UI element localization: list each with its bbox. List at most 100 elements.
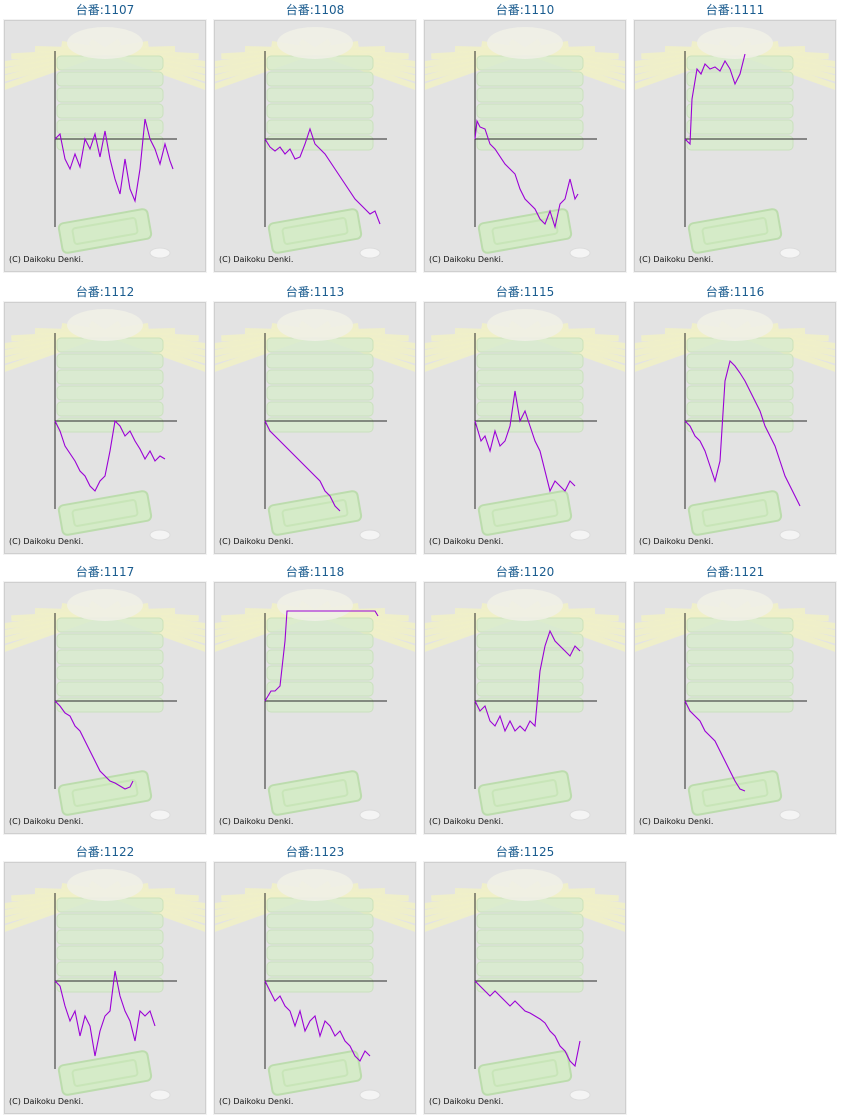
- payout-graph-svg: [635, 583, 835, 833]
- decorative-tray: [266, 119, 374, 135]
- decorative-tray: [686, 87, 794, 103]
- payout-line: [54, 970, 156, 1057]
- decorative-tray: [476, 665, 584, 681]
- decorative-tray: [56, 369, 164, 385]
- decorative-tray: [476, 87, 584, 103]
- payout-line: [264, 980, 371, 1062]
- machine-title-link[interactable]: 台番:1117: [75, 565, 135, 579]
- machine-card: 台番:1122 (C) Daikoku Denki.: [0, 842, 210, 1118]
- decorative-tray: [56, 681, 164, 697]
- decorative-tray: [266, 697, 374, 713]
- machine-title-link[interactable]: 台番:1111: [705, 3, 765, 17]
- payout-graph[interactable]: (C) Daikoku Denki.: [424, 862, 626, 1114]
- machine-title-link[interactable]: 台番:1112: [75, 285, 135, 299]
- machine-title-link[interactable]: 台番:1118: [285, 565, 345, 579]
- machine-title-link[interactable]: 台番:1110: [495, 3, 555, 17]
- payout-line: [474, 390, 576, 493]
- machine-title-link[interactable]: 台番:1125: [495, 845, 555, 859]
- payout-graph-svg: [215, 583, 415, 833]
- decorative-tray: [476, 977, 584, 993]
- copyright-text: (C) Daikoku Denki.: [429, 817, 504, 826]
- payout-graph[interactable]: (C) Daikoku Denki.: [214, 862, 416, 1114]
- payout-graph[interactable]: (C) Daikoku Denki.: [4, 582, 206, 834]
- decorative-tray: [686, 633, 794, 649]
- decorative-blob: [67, 309, 143, 341]
- decorative-tray: [56, 87, 164, 103]
- payout-graph-svg: [635, 303, 835, 553]
- payout-graph-svg: [215, 21, 415, 271]
- decorative-tray: [476, 119, 584, 135]
- decorative-bottom-tray: [687, 770, 783, 816]
- decorative-tray: [56, 103, 164, 119]
- machine-title-link[interactable]: 台番:1115: [495, 285, 555, 299]
- machine-title-link[interactable]: 台番:1122: [75, 845, 135, 859]
- decorative-tray: [686, 353, 794, 369]
- payout-graph[interactable]: (C) Daikoku Denki.: [634, 20, 836, 272]
- decorative-tray: [56, 135, 164, 151]
- payout-graph-svg: [635, 21, 835, 271]
- decorative-coin: [779, 809, 801, 821]
- payout-graph[interactable]: (C) Daikoku Denki.: [424, 20, 626, 272]
- payout-line: [264, 127, 381, 225]
- machine-card: 台番:1113 (C) Daikoku Denki.: [210, 282, 420, 558]
- payout-line: [474, 629, 581, 733]
- payout-graph[interactable]: (C) Daikoku Denki.: [4, 302, 206, 554]
- machine-title-link[interactable]: 台番:1108: [285, 3, 345, 17]
- payout-graph[interactable]: (C) Daikoku Denki.: [634, 582, 836, 834]
- decorative-tray: [476, 945, 584, 961]
- copyright-text: (C) Daikoku Denki.: [9, 817, 84, 826]
- copyright-text: (C) Daikoku Denki.: [639, 255, 714, 264]
- payout-graph-svg: [215, 863, 415, 1113]
- decorative-tray: [476, 103, 584, 119]
- decorative-tray: [266, 87, 374, 103]
- decorative-tray: [686, 417, 794, 433]
- decorative-bottom-tray: [267, 1050, 363, 1096]
- payout-graph[interactable]: (C) Daikoku Denki.: [214, 302, 416, 554]
- decorative-tray: [476, 353, 584, 369]
- machine-title-link[interactable]: 台番:1116: [705, 285, 765, 299]
- payout-graph-svg: [5, 863, 205, 1113]
- payout-graph[interactable]: (C) Daikoku Denki.: [214, 20, 416, 272]
- payout-line: [474, 980, 581, 1068]
- decorative-coin: [149, 1089, 171, 1101]
- decorative-bottom-tray: [267, 208, 363, 254]
- decorative-tray: [266, 681, 374, 697]
- decorative-tray: [266, 977, 374, 993]
- payout-line: [684, 359, 801, 507]
- machine-title-link[interactable]: 台番:1113: [285, 285, 345, 299]
- decorative-bottom-tray: [477, 208, 573, 254]
- decorative-tray: [56, 977, 164, 993]
- decorative-tray: [686, 649, 794, 665]
- payout-graph[interactable]: (C) Daikoku Denki.: [424, 302, 626, 554]
- decorative-blob: [67, 869, 143, 901]
- payout-graph[interactable]: (C) Daikoku Denki.: [4, 20, 206, 272]
- decorative-tray: [56, 71, 164, 87]
- payout-graph-svg: [425, 583, 625, 833]
- decorative-tray: [686, 385, 794, 401]
- payout-graph[interactable]: (C) Daikoku Denki.: [4, 862, 206, 1114]
- decorative-coin: [779, 247, 801, 259]
- copyright-text: (C) Daikoku Denki.: [429, 1097, 504, 1106]
- decorative-blob: [277, 27, 353, 59]
- payout-graph-svg: [215, 303, 415, 553]
- decorative-blob: [487, 309, 563, 341]
- decorative-tray: [266, 633, 374, 649]
- machine-card: 台番:1115 (C) Daikoku Denki.: [420, 282, 630, 558]
- copyright-text: (C) Daikoku Denki.: [219, 255, 294, 264]
- decorative-coin: [149, 247, 171, 259]
- decorative-blob: [487, 27, 563, 59]
- machine-title-link[interactable]: 台番:1123: [285, 845, 345, 859]
- decorative-tray: [476, 929, 584, 945]
- machine-card: 台番:1125 (C) Daikoku Denki.: [420, 842, 630, 1118]
- decorative-tray: [476, 135, 584, 151]
- payout-graph[interactable]: (C) Daikoku Denki.: [214, 582, 416, 834]
- decorative-tray: [266, 929, 374, 945]
- machine-title-link[interactable]: 台番:1121: [705, 565, 765, 579]
- machine-title-link[interactable]: 台番:1120: [495, 565, 555, 579]
- payout-graph[interactable]: (C) Daikoku Denki.: [634, 302, 836, 554]
- machine-title-link[interactable]: 台番:1107: [75, 3, 135, 17]
- payout-graph[interactable]: (C) Daikoku Denki.: [424, 582, 626, 834]
- machine-card: 台番:1120 (C) Daikoku Denki.: [420, 562, 630, 838]
- decorative-tray: [686, 665, 794, 681]
- decorative-tray: [266, 103, 374, 119]
